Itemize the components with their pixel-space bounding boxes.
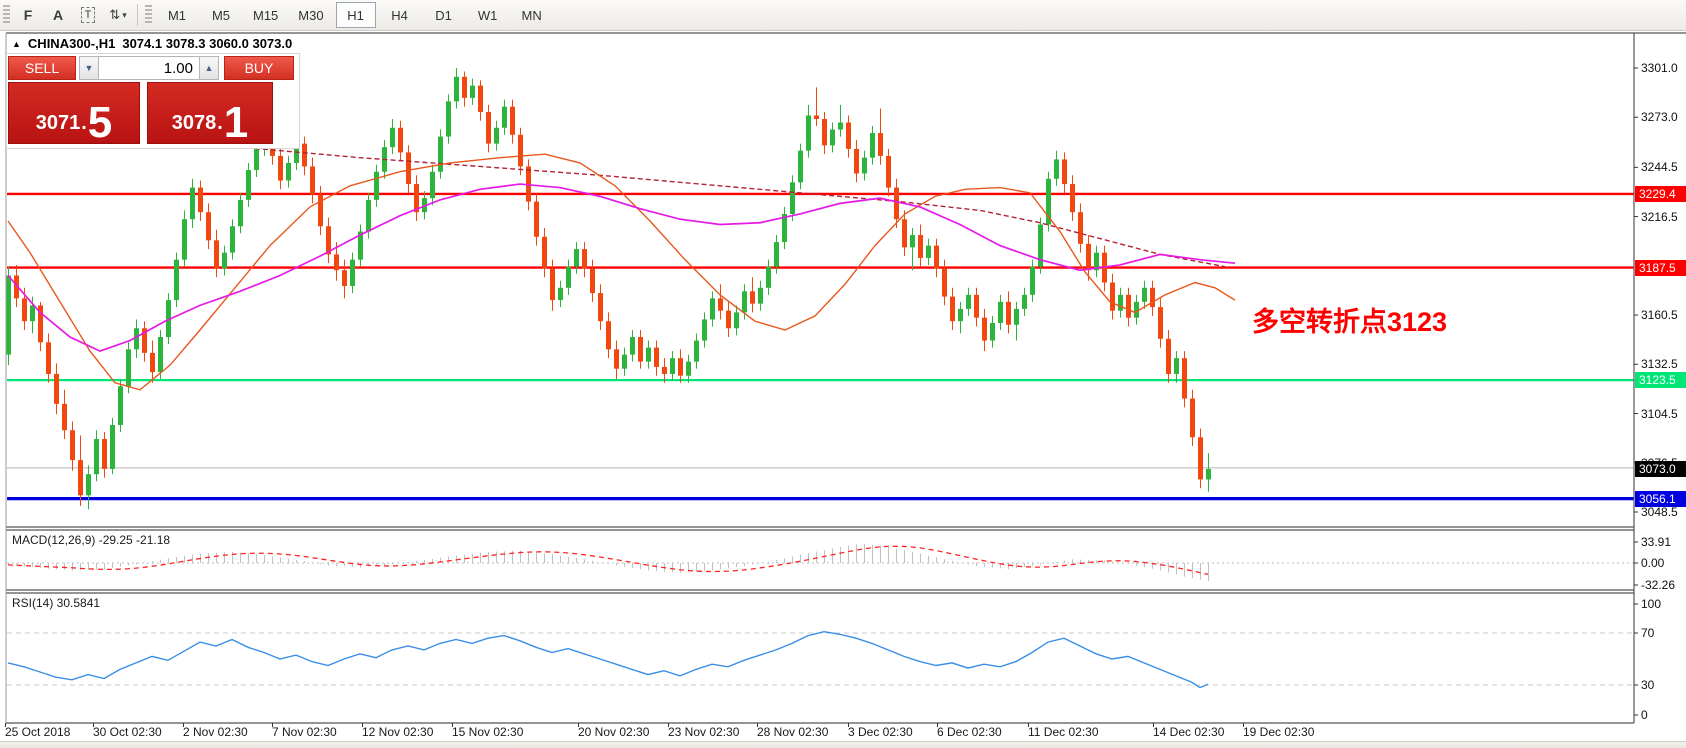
collapse-panel-icon[interactable]: ▲ <box>12 38 21 49</box>
timeframe-button-m15[interactable]: M15 <box>253 7 279 23</box>
symbol-ohlc-line: ▲ CHINA300-,H1 3074.1 3078.3 3060.0 3073… <box>12 36 292 51</box>
rsi-label: RSI(14) 30.5841 <box>12 596 101 610</box>
date-axis-label: 23 Nov 02:30 <box>668 725 740 739</box>
level-price-chip: 3056.1 <box>1635 490 1686 507</box>
buy-button[interactable]: BUY <box>224 56 294 80</box>
date-axis-label: 20 Nov 02:30 <box>578 725 650 739</box>
status-bar <box>0 741 1686 748</box>
chart-area: ▲ CHINA300-,H1 3074.1 3078.3 3060.0 3073… <box>0 31 1686 748</box>
macd-scale-label: 33.91 <box>1641 535 1672 549</box>
price-axis-label: 3273.0 <box>1641 110 1678 125</box>
toolbar-grip-2[interactable] <box>145 5 152 25</box>
toolbar-grip[interactable] <box>3 5 10 25</box>
volume-increase-button[interactable]: ▲ <box>199 56 219 80</box>
date-axis-label: 2 Nov 02:30 <box>183 725 248 739</box>
symbol-name: CHINA300-,H1 <box>27 36 116 51</box>
one-click-trading-panel: SELL ▼ 1.00 ▲ BUY 3071. 5 3078. 1 <box>6 53 300 149</box>
price-axis-label: 3048.5 <box>1641 504 1678 519</box>
date-axis-label: 25 Oct 2018 <box>5 725 71 739</box>
date-axis-label: 7 Nov 02:30 <box>272 725 337 739</box>
text-box-icon[interactable]: T <box>75 2 101 28</box>
macd-label: MACD(12,26,9) -29.25 -21.18 <box>12 533 171 547</box>
volume-decrease-button[interactable]: ▼ <box>79 56 99 80</box>
price-axis-label: 3244.5 <box>1641 160 1678 175</box>
price-axis-label: 3132.5 <box>1641 357 1678 372</box>
date-axis-label: 19 Dec 02:30 <box>1243 725 1315 739</box>
price-axis-label: 3301.0 <box>1641 61 1678 75</box>
chart-annotation-text: 多空转折点3123 <box>1252 307 1448 337</box>
timeframe-button-m5[interactable]: M5 <box>211 7 231 23</box>
date-axis-label: 14 Dec 02:30 <box>1153 725 1225 739</box>
dropdown-caret-icon: ▾ <box>122 9 127 20</box>
timeframe-button-mn[interactable]: MN <box>521 7 542 23</box>
rsi-scale-label: 70 <box>1641 626 1655 640</box>
level-price-chip: 3123.5 <box>1635 372 1686 389</box>
ohlc-values: 3074.1 3078.3 3060.0 3073.0 <box>122 36 293 51</box>
price-axis-label: 3216.5 <box>1641 209 1678 224</box>
sell-price-display[interactable]: 3071. 5 <box>8 82 140 144</box>
volume-input[interactable]: 1.00 <box>99 56 199 80</box>
date-axis-label: 28 Nov 02:30 <box>757 725 829 739</box>
rsi-scale-label: 30 <box>1641 678 1655 692</box>
date-axis-label: 15 Nov 02:30 <box>452 725 524 739</box>
toolbar: F A T ⇅ ▾ M1 M5 M15 M30 H1 H4 D1 W1 MN <box>0 0 1686 31</box>
rsi-scale-label: 0 <box>1641 708 1648 722</box>
rsi-scale-label: 100 <box>1641 597 1662 611</box>
level-price-chip: 3229.4 <box>1635 185 1686 202</box>
timeframe-button-m1[interactable]: M1 <box>167 7 187 23</box>
price-axis-label: 3104.5 <box>1641 406 1678 421</box>
sell-button[interactable]: SELL <box>8 56 76 80</box>
price-axis-label: 3160.5 <box>1641 308 1678 323</box>
macd-scale-label: -32.26 <box>1641 578 1676 592</box>
timeframe-button-m30[interactable]: M30 <box>298 7 324 23</box>
date-axis-label: 6 Dec 02:30 <box>937 725 1002 739</box>
level-price-chip: 3187.5 <box>1635 259 1686 276</box>
timeframe-button-h4[interactable]: H4 <box>391 7 408 23</box>
timeframe-button-w1[interactable]: W1 <box>477 7 498 23</box>
indicator-arrows-icon[interactable]: ⇅ ▾ <box>109 7 127 22</box>
chart-canvas <box>5 32 1686 727</box>
timeframe-bar: M1 M5 M15 M30 H1 H4 D1 W1 MN <box>155 2 554 28</box>
date-axis-label: 12 Nov 02:30 <box>362 725 434 739</box>
current-price-chip: 3073.0 <box>1635 460 1686 477</box>
date-axis-label: 30 Oct 02:30 <box>93 725 162 739</box>
buy-price-display[interactable]: 3078. 1 <box>147 82 273 144</box>
fibo-lines-icon[interactable]: F <box>23 7 33 23</box>
timeframe-button-d1[interactable]: D1 <box>435 7 452 23</box>
toolbar-separator <box>137 4 138 26</box>
timeframe-button-h1[interactable]: H1 <box>335 2 376 28</box>
date-axis-label: 11 Dec 02:30 <box>1028 725 1099 739</box>
macd-scale-label: 0.00 <box>1641 556 1665 570</box>
date-axis-label: 3 Dec 02:30 <box>848 725 913 739</box>
text-label-icon[interactable]: A <box>52 7 64 23</box>
